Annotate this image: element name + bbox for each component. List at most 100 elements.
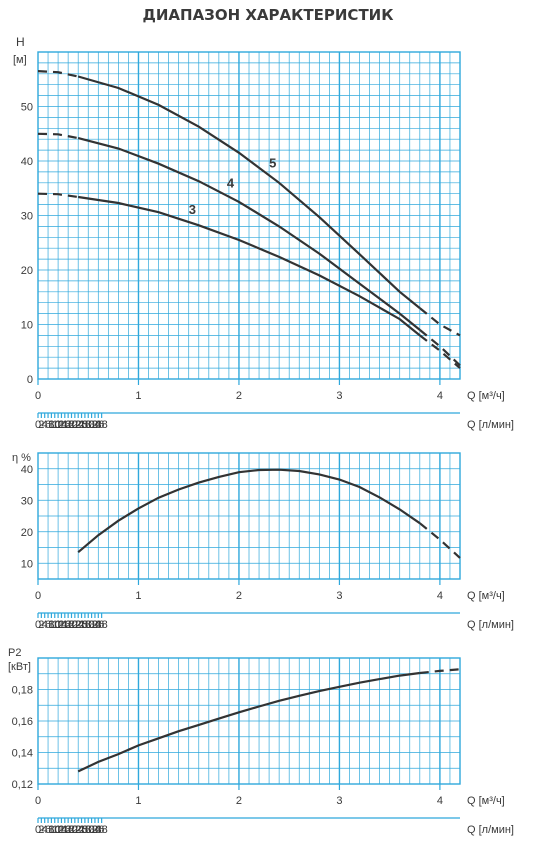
series-line-dashed	[37, 192, 79, 199]
x-tick-label-lmin: 26	[75, 619, 87, 631]
x-tick-label-m3h: 0	[35, 795, 41, 807]
x-tick-label-lmin: 10	[49, 419, 61, 431]
x-tick-label-lmin: 18	[62, 619, 74, 631]
x-tick-label-lmin: 34	[89, 619, 101, 631]
y-axis-label: η %	[12, 452, 31, 464]
x-tick-label-lmin: 14	[55, 419, 67, 431]
x-tick-label-lmin: 22	[69, 419, 81, 431]
x-tick-label-m3h: 1	[135, 390, 141, 402]
x-tick-label-lmin: 10	[49, 824, 61, 836]
series-line-dashed	[419, 307, 461, 337]
series-line-dashed	[419, 668, 461, 675]
x-tick-label-lmin: 2	[38, 619, 44, 631]
x-tick-label-m3h: 1	[135, 795, 141, 807]
x-tick-label-lmin: 6	[45, 619, 51, 631]
x-tick-label-lmin: 24	[72, 824, 84, 836]
x-tick-label-lmin: 0	[35, 419, 41, 431]
x-tick-label-m3h: 2	[236, 795, 242, 807]
x-tick-label-lmin: 32	[85, 824, 97, 836]
x-tick-label-lmin: 38	[96, 619, 108, 631]
x-tick-label-lmin: 2	[38, 419, 44, 431]
series-label: 3	[189, 202, 196, 217]
x-tick-label-lmin: 2	[38, 824, 44, 836]
x-tick-label-lmin: 0	[35, 824, 41, 836]
x-tick-label-lmin: 10	[49, 619, 61, 631]
x-tick-label-lmin: 8	[48, 824, 54, 836]
x-tick-label-lmin: 36	[92, 419, 104, 431]
series-line-dashed	[419, 329, 461, 367]
x-tick-label-lmin: 8	[48, 619, 54, 631]
x-axis-label-lmin: Q [л/мин]	[467, 619, 514, 631]
x-tick-label-lmin: 12	[52, 824, 64, 836]
y-tick-label: 30	[21, 211, 33, 223]
x-tick-label-lmin: 20	[65, 824, 77, 836]
x-tick-label-lmin: 34	[89, 419, 101, 431]
series-line	[77, 137, 421, 331]
x-axis-label-m3h: Q [м³/ч]	[467, 795, 505, 807]
page-title: ДИАПАЗОН ХАРАКТЕРИСТИК	[142, 6, 394, 24]
x-tick-label-m3h: 2	[236, 590, 242, 602]
y-axis-unit: [м]	[13, 54, 27, 66]
x-tick-label-lmin: 38	[96, 824, 108, 836]
series-line	[77, 468, 421, 554]
x-tick-label-m3h: 0	[35, 390, 41, 402]
x-tick-label-lmin: 8	[48, 419, 54, 431]
x-tick-label-lmin: 20	[65, 419, 77, 431]
x-tick-label-lmin: 38	[96, 419, 108, 431]
x-tick-label-lmin: 22	[69, 619, 81, 631]
x-tick-label-m3h: 3	[336, 390, 342, 402]
x-tick-label-m3h: 4	[437, 590, 443, 602]
x-tick-label-lmin: 36	[92, 619, 104, 631]
series-line-dashed	[37, 70, 79, 78]
y-tick-label: 10	[21, 558, 33, 570]
series-line-dashed	[419, 334, 461, 369]
y-tick-label: 40	[21, 464, 33, 476]
x-tick-label-lmin: 24	[72, 619, 84, 631]
y-tick-label: 0,12	[12, 779, 33, 791]
y-tick-label: 10	[21, 320, 33, 332]
x-tick-label-m3h: 4	[437, 795, 443, 807]
y-axis-label: H	[16, 35, 25, 49]
x-tick-label-lmin: 28	[79, 619, 91, 631]
x-tick-label-lmin: 22	[69, 824, 81, 836]
x-tick-label-m3h: 3	[336, 590, 342, 602]
x-tick-label-m3h: 0	[35, 590, 41, 602]
x-tick-label-lmin: 16	[59, 824, 71, 836]
x-tick-label-m3h: 3	[336, 795, 342, 807]
x-tick-label-lmin: 24	[72, 419, 84, 431]
x-tick-label-m3h: 4	[437, 390, 443, 402]
x-axis-label-lmin: Q [л/мин]	[467, 824, 514, 836]
y-tick-label: 0,16	[12, 716, 33, 728]
x-tick-label-lmin: 20	[65, 619, 77, 631]
x-axis-label-m3h: Q [м³/ч]	[467, 590, 505, 602]
y-axis-unit: [кВт]	[8, 661, 31, 673]
x-tick-label-lmin: 36	[92, 824, 104, 836]
x-tick-label-lmin: 4	[42, 824, 48, 836]
x-tick-label-lmin: 12	[52, 419, 64, 431]
series-line-dashed	[37, 132, 79, 140]
x-tick-label-lmin: 28	[79, 419, 91, 431]
series-line	[77, 75, 421, 309]
x-tick-label-m3h: 1	[135, 590, 141, 602]
x-tick-label-lmin: 28	[79, 824, 91, 836]
x-tick-label-m3h: 2	[236, 390, 242, 402]
y-tick-label: 30	[21, 495, 33, 507]
y-tick-label: 0	[27, 374, 33, 386]
x-tick-label-lmin: 6	[45, 824, 51, 836]
series-line-dashed	[419, 522, 461, 559]
series-label: 5	[269, 155, 276, 170]
series-line	[78, 195, 421, 337]
y-tick-label: 40	[21, 156, 33, 168]
x-tick-label-lmin: 0	[35, 619, 41, 631]
x-axis-label-m3h: Q [м³/ч]	[467, 390, 505, 402]
x-tick-label-lmin: 4	[42, 419, 48, 431]
series-line	[77, 671, 420, 773]
y-tick-label: 0,18	[12, 685, 33, 697]
x-tick-label-lmin: 4	[42, 619, 48, 631]
x-tick-label-lmin: 14	[55, 619, 67, 631]
x-axis-label-lmin: Q [л/мин]	[467, 419, 514, 431]
series-label: 4	[227, 176, 235, 191]
x-tick-label-lmin: 30	[82, 419, 94, 431]
x-tick-label-lmin: 16	[59, 419, 71, 431]
x-tick-label-lmin: 6	[45, 419, 51, 431]
